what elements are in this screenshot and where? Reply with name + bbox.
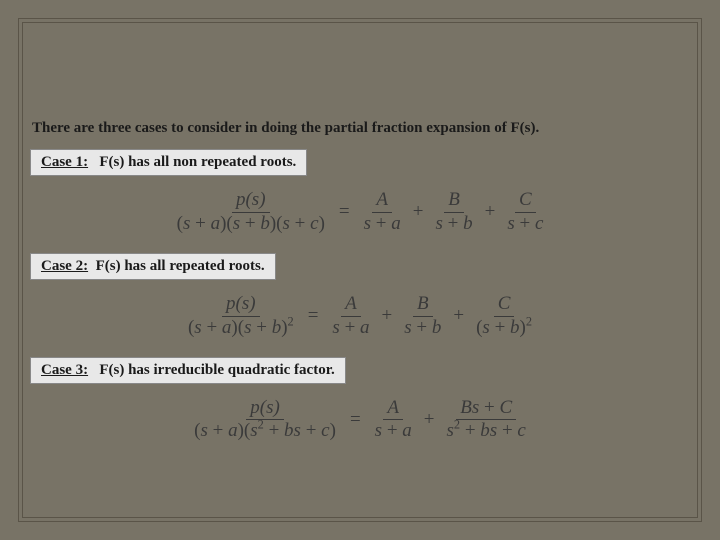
case-1-equation-row: p(s) (s + a)(s + b)(s + c) = As + a + Bs…: [30, 190, 690, 235]
case-2-box: Case 2: F(s) has all repeated roots.: [30, 253, 276, 280]
eq2-t3-num: C: [494, 294, 515, 317]
case-3-box: Case 3: F(s) has irreducible quadratic f…: [30, 357, 346, 384]
case-2-label: Case 2:: [41, 258, 88, 274]
case-3-desc: F(s) has irreducible quadratic factor.: [92, 362, 335, 378]
eq2-lhs-den: (s + a)(s + b)2: [184, 317, 298, 339]
case-1-row: Case 1: F(s) has all non repeated roots.: [30, 149, 690, 176]
intro-text: There are three cases to consider in doi…: [30, 120, 690, 137]
eq1-t2-num: B: [444, 190, 464, 213]
case-2-equation-row: p(s) (s + a)(s + b)2 = As + a + Bs + b +…: [30, 294, 690, 339]
case-2-desc-text: F(s) has all repeated roots.: [96, 258, 265, 274]
case-3-desc-text: F(s) has irreducible quadratic factor.: [99, 362, 334, 378]
eq1-t3-num: C: [515, 190, 536, 213]
slide-content: There are three cases to consider in doi…: [30, 30, 690, 510]
eq2-t2-num: B: [413, 294, 433, 317]
case-1-equation: p(s) (s + a)(s + b)(s + c) = As + a + Bs…: [173, 190, 548, 235]
eq3-t1-num: A: [383, 398, 403, 421]
case-2-equation: p(s) (s + a)(s + b)2 = As + a + Bs + b +…: [184, 294, 536, 339]
case-1-label: Case 1:: [41, 154, 88, 170]
eq2-lhs-num: p(s): [226, 293, 256, 314]
case-3-row: Case 3: F(s) has irreducible quadratic f…: [30, 357, 690, 384]
case-3-label: Case 3:: [41, 362, 88, 378]
case-1-desc-text: F(s) has all non repeated roots.: [99, 154, 296, 170]
eq1-t1-num: A: [372, 190, 392, 213]
eq1-lhs-den: (s + a)(s + b)(s + c): [173, 213, 329, 235]
case-2-desc: F(s) has all repeated roots.: [92, 258, 265, 274]
eq3-lhs-num: p(s): [250, 397, 280, 418]
case-3-equation: p(s) (s + a)(s2 + bs + c) = As + a + Bs …: [190, 398, 530, 443]
case-2-row: Case 2: F(s) has all repeated roots.: [30, 253, 690, 280]
eq1-lhs-num: p(s): [236, 189, 266, 210]
case-1-box: Case 1: F(s) has all non repeated roots.: [30, 149, 307, 176]
eq2-t1-num: A: [341, 294, 361, 317]
case-3-equation-row: p(s) (s + a)(s2 + bs + c) = As + a + Bs …: [30, 398, 690, 443]
eq3-lhs-den: (s + a)(s2 + bs + c): [190, 420, 340, 442]
case-1-desc: F(s) has all non repeated roots.: [92, 154, 296, 170]
